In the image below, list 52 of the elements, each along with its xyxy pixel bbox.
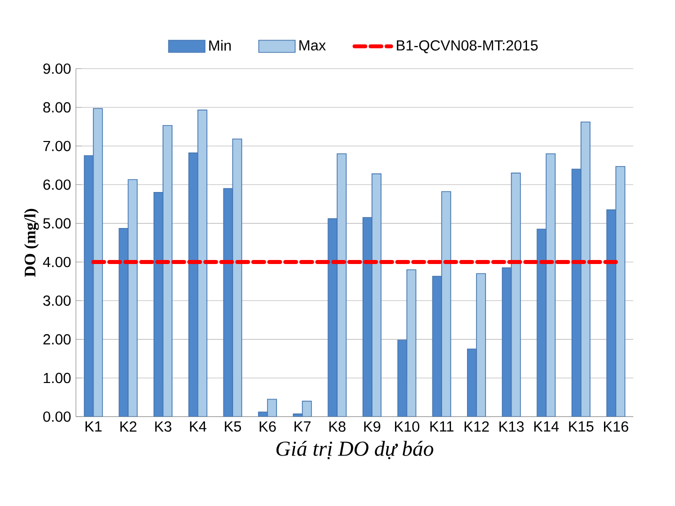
bar <box>197 110 208 417</box>
legend-label: Max <box>299 40 326 51</box>
bar <box>232 138 242 417</box>
x-tick-label: K15 <box>569 421 594 432</box>
y-tick-label: 6.00 <box>43 179 71 190</box>
x-tick-label: K1 <box>86 421 102 432</box>
x-tick-label: K6 <box>260 421 276 432</box>
bar <box>128 179 138 417</box>
y-axis-title: DO (mg/l) <box>24 208 39 277</box>
y-tick-label: 4.00 <box>43 256 71 268</box>
x-axis-title: Giá trị DO dự báo <box>276 440 434 460</box>
bar <box>432 276 442 417</box>
bar <box>336 153 347 417</box>
x-tick-label: K9 <box>364 421 380 432</box>
bar <box>84 155 94 417</box>
y-tick-label: 8.00 <box>43 102 71 113</box>
bar <box>615 166 626 417</box>
bar <box>510 172 521 417</box>
x-tick-label: K3 <box>155 421 172 432</box>
x-tick-label: K16 <box>604 421 628 432</box>
bar <box>92 108 103 417</box>
bar <box>397 340 408 417</box>
x-tick-label: K8 <box>329 421 346 432</box>
y-tick-label: 7.00 <box>43 140 71 152</box>
bar <box>606 209 616 417</box>
x-tick-label: K12 <box>464 421 489 432</box>
x-tick-label: K2 <box>120 421 136 432</box>
y-tick-label: 9.00 <box>43 63 71 74</box>
legend-label: B1-QCVN08-MT:2015 <box>396 40 538 54</box>
x-tick-label: K11 <box>430 421 454 432</box>
bar <box>328 218 338 417</box>
y-tick-label: 2.00 <box>43 334 71 345</box>
x-tick-label: K5 <box>224 421 242 432</box>
bar <box>223 188 234 417</box>
bar <box>188 152 198 417</box>
x-tick-label: K13 <box>499 421 524 432</box>
y-tick-label: 3.00 <box>43 295 71 306</box>
bar <box>406 269 416 417</box>
bar <box>536 228 547 417</box>
x-tick-label: K7 <box>294 421 311 432</box>
bar <box>302 400 312 417</box>
x-tick-label: K4 <box>190 421 206 432</box>
x-tick-label: K14 <box>534 421 559 432</box>
y-tick-label: 0.00 <box>43 411 71 422</box>
bar <box>118 228 129 417</box>
bar <box>546 153 556 417</box>
y-tick-label: 1.00 <box>44 372 71 384</box>
legend-label: Min <box>209 40 231 51</box>
x-tick-label: K10 <box>395 421 420 432</box>
bar <box>502 267 512 417</box>
y-tick-label: 5.00 <box>43 218 71 229</box>
bar <box>441 191 452 417</box>
